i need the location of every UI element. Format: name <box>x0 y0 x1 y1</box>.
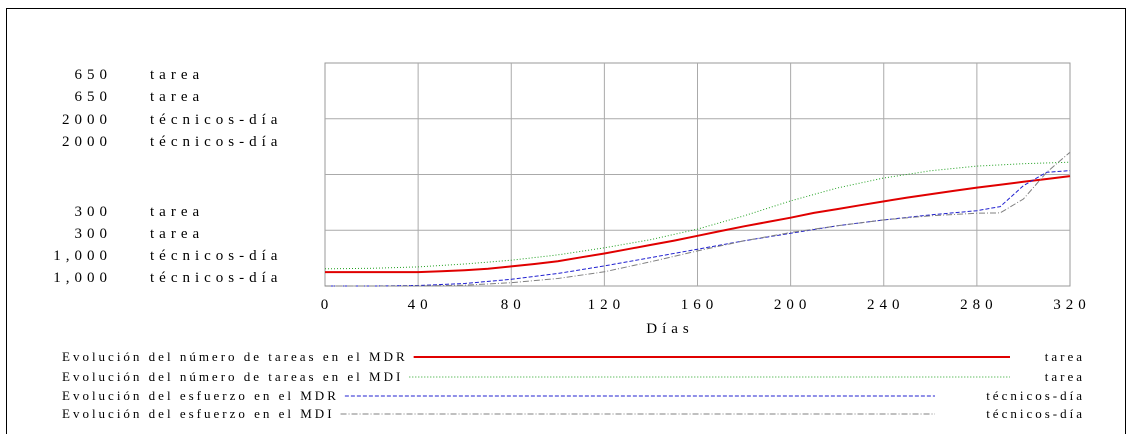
legend-unit-2: tarea <box>1045 369 1085 384</box>
legend-unit-4: técnicos-día <box>986 406 1085 421</box>
legend: Evolución del número de tareas en el MDR… <box>62 349 1085 421</box>
left-axis-top-label-value: 2000 <box>62 112 112 128</box>
legend-unit-3: técnicos-día <box>986 388 1085 403</box>
x-tick-label: 0 <box>321 297 334 313</box>
left-axis-top-label-unit: técnicos-día <box>150 112 282 128</box>
left-axis-bottom-label-value: 300 <box>75 204 113 220</box>
x-tick-label: 120 <box>588 297 626 313</box>
series-line-4 <box>325 151 1071 287</box>
left-axis-bottom-label-value: 1,000 <box>53 248 112 264</box>
x-tick-label: 320 <box>1053 297 1091 313</box>
legend-unit-1: tarea <box>1045 349 1085 364</box>
series-line-2 <box>324 161 1071 270</box>
plot-area <box>324 62 1071 287</box>
x-tick-label: 40 <box>408 297 433 313</box>
left-axis-top-label-value: 2000 <box>62 134 112 150</box>
legend-label-2: Evolución del número de tareas en el MDI <box>62 369 403 384</box>
left-axis-top-label-unit: técnicos-día <box>150 134 282 150</box>
left-axis-bottom-label-value: 1,000 <box>53 270 112 286</box>
left-axis-labels: 650 tarea 650 tarea 2000 técnicos-día 2000 técn… <box>53 67 282 286</box>
legend-label-1: Evolución del número de tareas en el MDR <box>62 349 408 364</box>
left-axis-bottom-label-unit: tarea <box>150 226 204 242</box>
x-tick-label: 280 <box>960 297 998 313</box>
chart-frame <box>6 8 1126 434</box>
x-tick-label: 200 <box>774 297 812 313</box>
x-axis-label: Días <box>646 321 694 337</box>
x-tick-label: 240 <box>867 297 905 313</box>
left-axis-top-label-value: 650 <box>75 89 113 105</box>
left-axis-bottom-label-unit: técnicos-día <box>150 248 282 264</box>
left-axis-bottom-label-unit: técnicos-día <box>150 270 282 286</box>
x-axis-ticks: 0 40 80 120 160 200 240 280 320 <box>321 297 1091 313</box>
x-tick-label: 80 <box>501 297 526 313</box>
series-line-1 <box>325 175 1071 274</box>
left-axis-top-label-unit: tarea <box>150 89 204 105</box>
x-tick-label: 160 <box>681 297 719 313</box>
left-axis-top-label-value: 650 <box>75 67 113 83</box>
left-axis-bottom-label-unit: tarea <box>150 204 204 220</box>
series-lines <box>324 151 1071 287</box>
legend-label-3: Evolución del esfuerzo en el MDR <box>62 388 339 403</box>
left-axis-top-label-unit: tarea <box>150 67 204 83</box>
left-axis-bottom-label-value: 300 <box>75 226 113 242</box>
legend-label-4: Evolución del esfuerzo en el MDI <box>62 406 335 421</box>
